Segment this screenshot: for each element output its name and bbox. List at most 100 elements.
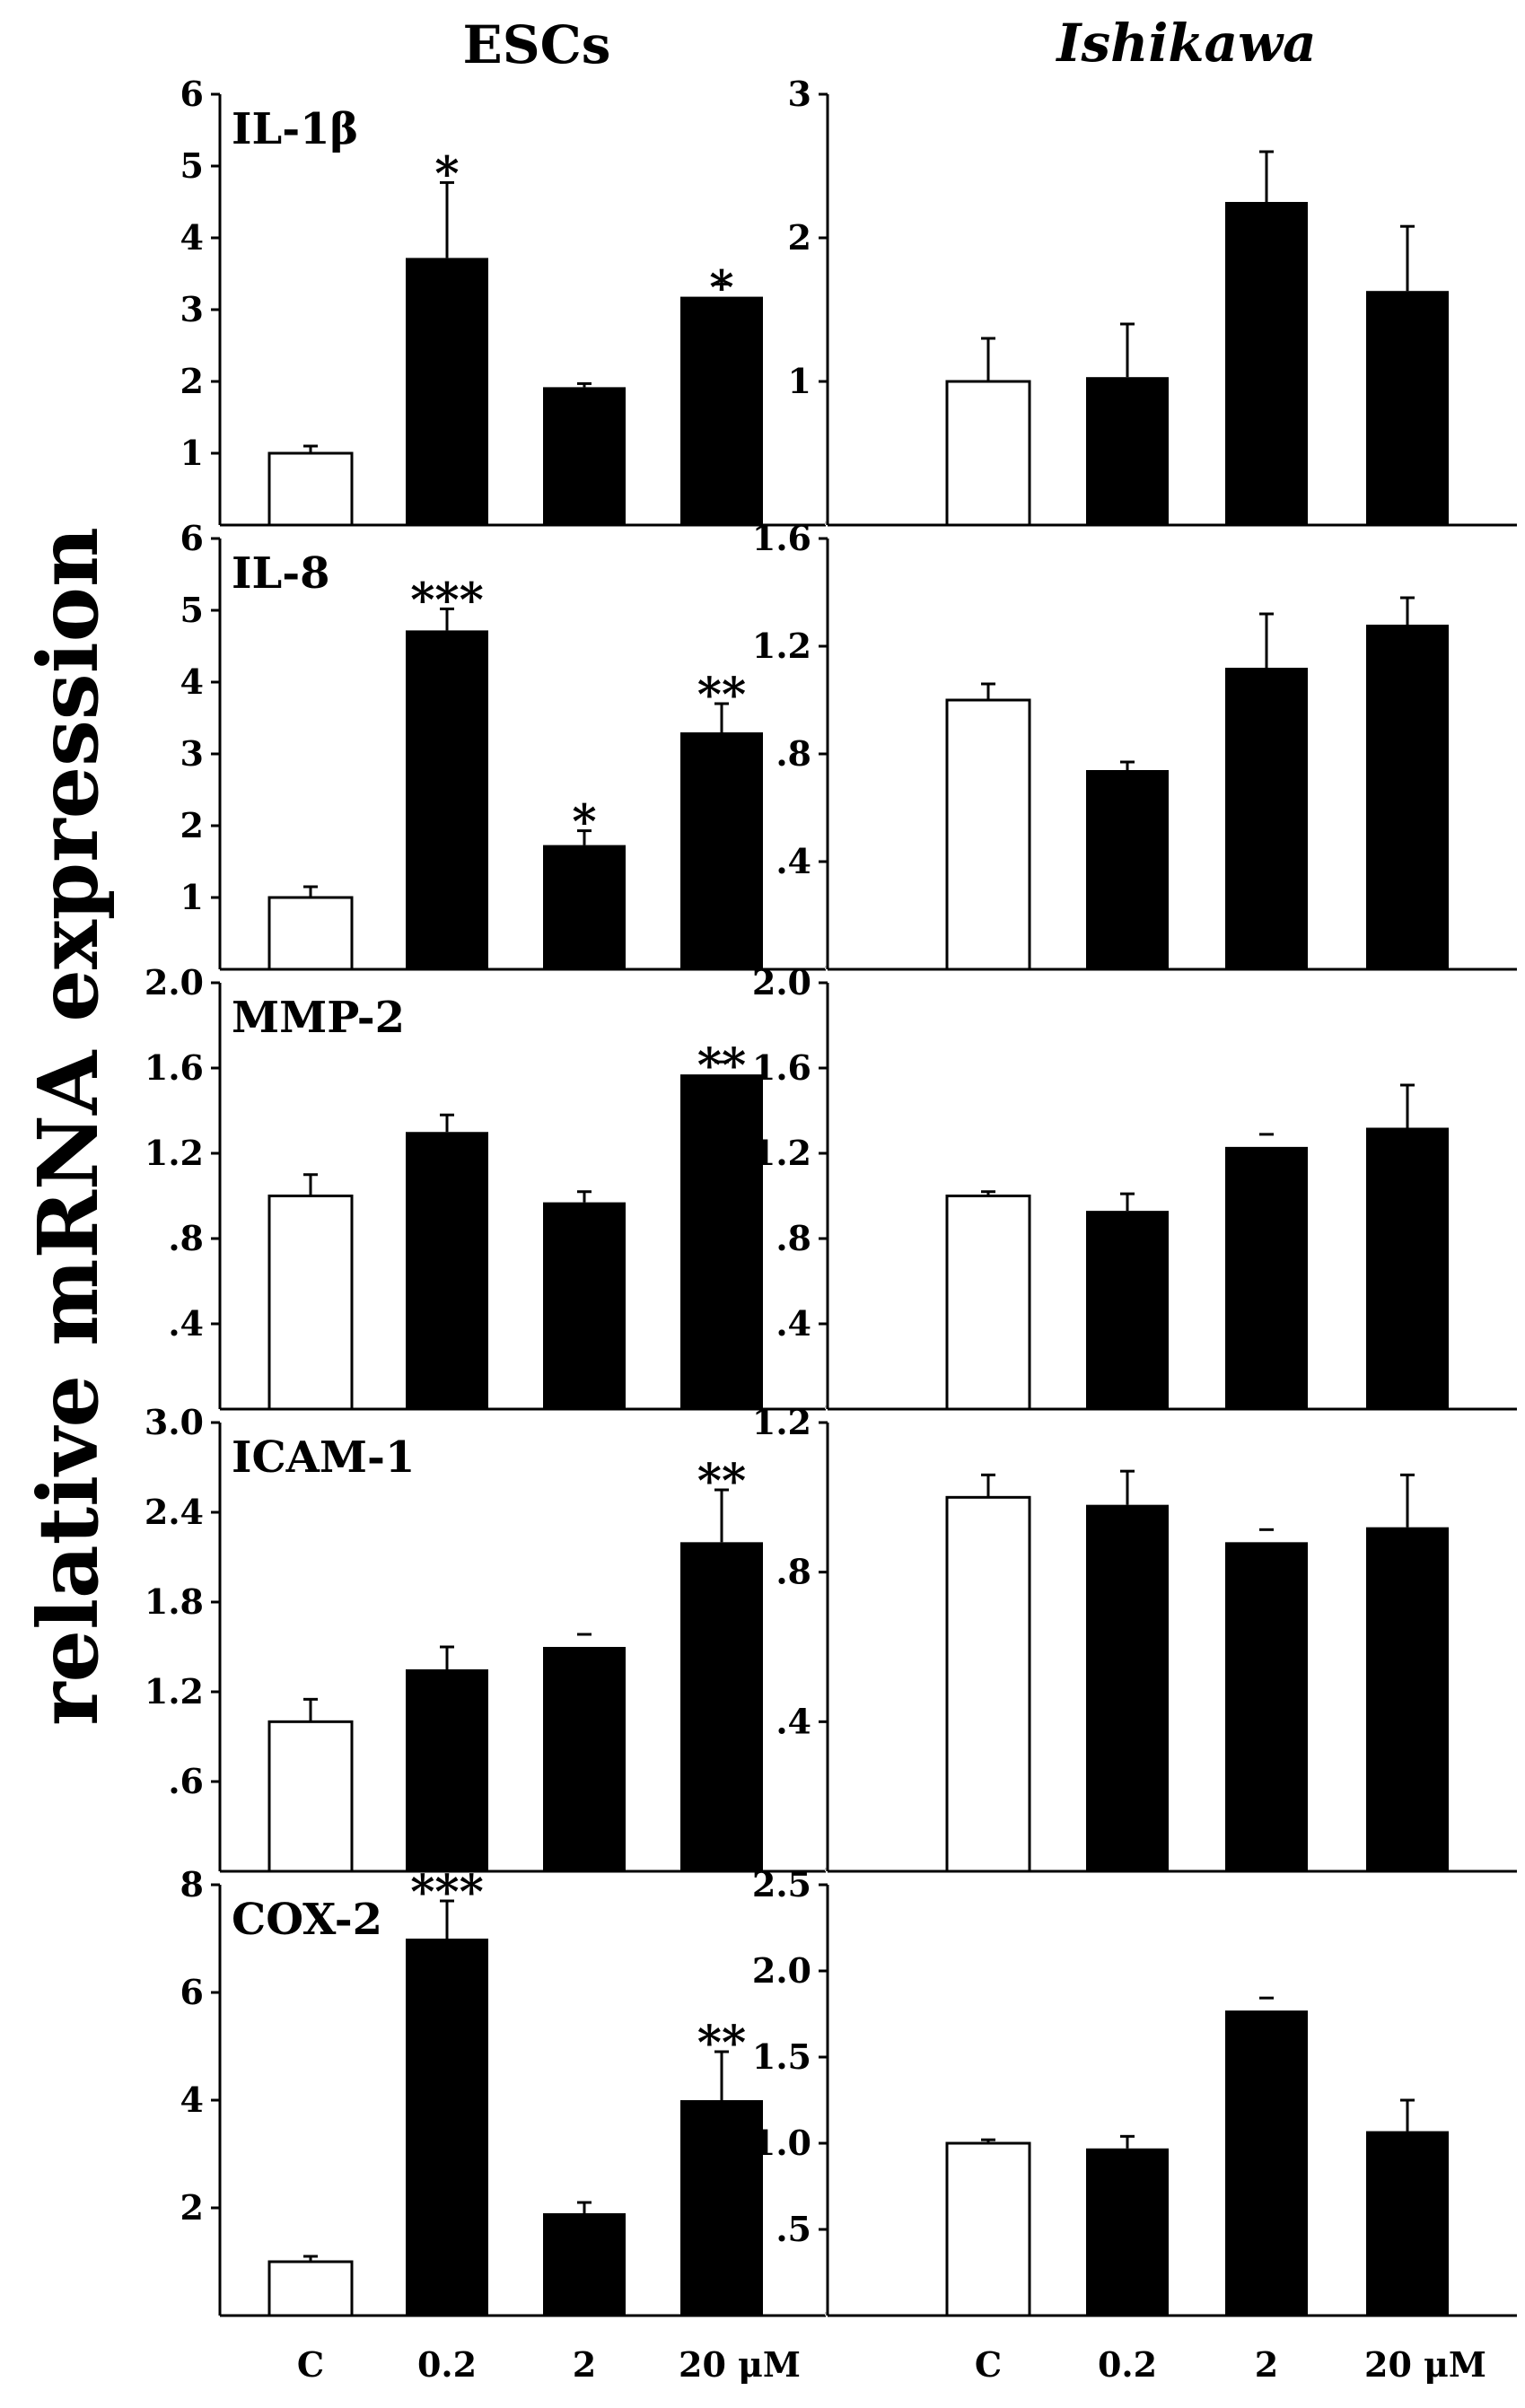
bar-0.2 bbox=[1086, 760, 1169, 969]
significance-marker: ** bbox=[697, 1038, 746, 1093]
bar-2 bbox=[1225, 1528, 1308, 1871]
y-tick-label: .4 bbox=[776, 841, 811, 881]
x-category-label: 20 μM bbox=[679, 2344, 801, 2385]
bar-treated bbox=[543, 1202, 626, 1409]
bar-20 μM bbox=[1366, 596, 1449, 969]
bar-treated bbox=[1366, 291, 1449, 525]
y-tick-label: .4 bbox=[776, 1303, 811, 1344]
panel-3: .4 .8 1.2 1.6 bbox=[752, 518, 1517, 971]
bar-treated bbox=[406, 1669, 488, 1871]
y-tick-label: 1.6 bbox=[752, 1047, 811, 1088]
bar-control bbox=[267, 451, 354, 527]
y-tick-label: 3 bbox=[180, 733, 204, 774]
y-tick-label: 2.5 bbox=[752, 1864, 811, 1905]
y-tick-label: 4 bbox=[180, 2080, 204, 2120]
bar-C bbox=[267, 885, 354, 971]
y-tick-label: .8 bbox=[776, 733, 811, 774]
bar-treated bbox=[1086, 2148, 1169, 2316]
bar-2 bbox=[1225, 612, 1308, 969]
y-tick-label: .6 bbox=[168, 1761, 204, 1801]
bar-2 bbox=[543, 2201, 626, 2316]
panel-5: .4 .8 1.2 1.6 2.0 bbox=[752, 962, 1517, 1411]
bar-treated bbox=[1366, 2131, 1449, 2316]
significance-marker: * bbox=[434, 146, 459, 201]
y-tick-label: 1.2 bbox=[145, 1133, 204, 1173]
bar-treated bbox=[680, 2100, 763, 2316]
bar-C bbox=[945, 1190, 1031, 1411]
significance-marker: * bbox=[572, 795, 596, 850]
y-tick-label: .5 bbox=[776, 2209, 811, 2249]
bar-control bbox=[945, 2141, 1031, 2317]
x-category-labels: C 0.2 2 20 μM C 0.2 2 20 μM bbox=[297, 2344, 1486, 2385]
bar-C bbox=[267, 444, 354, 527]
bar-control bbox=[267, 1720, 354, 1873]
y-tick-label: 2 bbox=[180, 361, 204, 401]
y-tick-label: 1 bbox=[180, 877, 204, 917]
y-tick-label: 1 bbox=[788, 361, 811, 401]
gene-label: MMP-2 bbox=[232, 993, 405, 1043]
bar-0.2 bbox=[1086, 2134, 1169, 2316]
bar-2 bbox=[543, 1633, 626, 1871]
y-tick-label: 3.0 bbox=[145, 1402, 204, 1442]
significance-marker: *** bbox=[410, 1865, 484, 1920]
bar-C bbox=[945, 1473, 1031, 1873]
bar-0.2: * bbox=[406, 146, 488, 525]
bar-treated bbox=[406, 258, 488, 525]
panel-6: .6 1.2 1.8 2.4 3.0 ICAM-1 ** bbox=[145, 1402, 827, 1873]
bar-treated bbox=[1366, 1527, 1449, 1871]
bar-treated bbox=[680, 1074, 763, 1409]
y-tick-label: 1.6 bbox=[752, 518, 811, 558]
bar-treated bbox=[1086, 1504, 1169, 1871]
y-tick-label: 2 bbox=[180, 805, 204, 845]
bar-treated bbox=[1366, 625, 1449, 969]
bar-treated bbox=[543, 387, 626, 525]
bar-treated bbox=[406, 1939, 488, 2316]
bar-20 μM: ** bbox=[680, 2016, 763, 2316]
column-title-escs: ESCs bbox=[463, 14, 611, 75]
bar-treated bbox=[1225, 202, 1308, 525]
significance-marker: * bbox=[709, 261, 733, 316]
gene-label: ICAM-1 bbox=[232, 1432, 415, 1483]
bar-0.2 bbox=[1086, 1469, 1169, 1871]
bar-treated bbox=[1225, 2010, 1308, 2316]
y-tick-label: 1.6 bbox=[145, 1047, 204, 1088]
y-tick-label: 8 bbox=[180, 1864, 204, 1905]
y-tick-label: 2.0 bbox=[752, 1950, 811, 1991]
bar-treated bbox=[1086, 1211, 1169, 1409]
bar-2 bbox=[543, 381, 626, 525]
bar-20 μM: ** bbox=[680, 1038, 763, 1409]
bar-treated bbox=[680, 732, 763, 969]
bar-treated bbox=[680, 296, 763, 525]
x-category-label: C bbox=[297, 2344, 324, 2385]
bar-treated bbox=[1225, 1542, 1308, 1871]
bar-C bbox=[267, 1697, 354, 1873]
panel-0: 1 2 3 4 5 6 IL-1β * * bbox=[180, 74, 827, 527]
x-category-label: 20 μM bbox=[1364, 2344, 1486, 2385]
bar-control bbox=[945, 1495, 1031, 1873]
bar-20 μM: ** bbox=[680, 1454, 763, 1871]
bar-control bbox=[267, 1195, 354, 1411]
significance-marker: ** bbox=[697, 1454, 746, 1509]
y-tick-label: 1.2 bbox=[752, 626, 811, 666]
bar-0.2 bbox=[406, 1645, 488, 1871]
bar-2 bbox=[1225, 1996, 1308, 2316]
y-tick-label: .4 bbox=[776, 1701, 811, 1741]
y-tick-label: 2 bbox=[788, 217, 811, 258]
panel-4: .4 .8 1.2 1.6 2.0 MMP-2 ** bbox=[145, 962, 827, 1411]
y-tick-label: 5 bbox=[180, 145, 204, 186]
gene-label: IL-1β bbox=[232, 104, 358, 154]
y-tick-label: 6 bbox=[180, 1972, 204, 2012]
bar-20 μM: ** bbox=[680, 668, 763, 969]
y-tick-label: 1.2 bbox=[752, 1402, 811, 1442]
bar-treated bbox=[543, 1647, 626, 1871]
bar-control bbox=[267, 896, 354, 971]
significance-marker: ** bbox=[697, 2016, 746, 2071]
y-tick-label: .8 bbox=[776, 1552, 811, 1592]
y-tick-label: 2.4 bbox=[145, 1492, 204, 1532]
y-tick-label: 1.8 bbox=[145, 1581, 204, 1622]
bar-treated bbox=[406, 1132, 488, 1409]
bar-treated bbox=[1086, 377, 1169, 525]
panel-1: 1 2 3 bbox=[788, 74, 1517, 527]
